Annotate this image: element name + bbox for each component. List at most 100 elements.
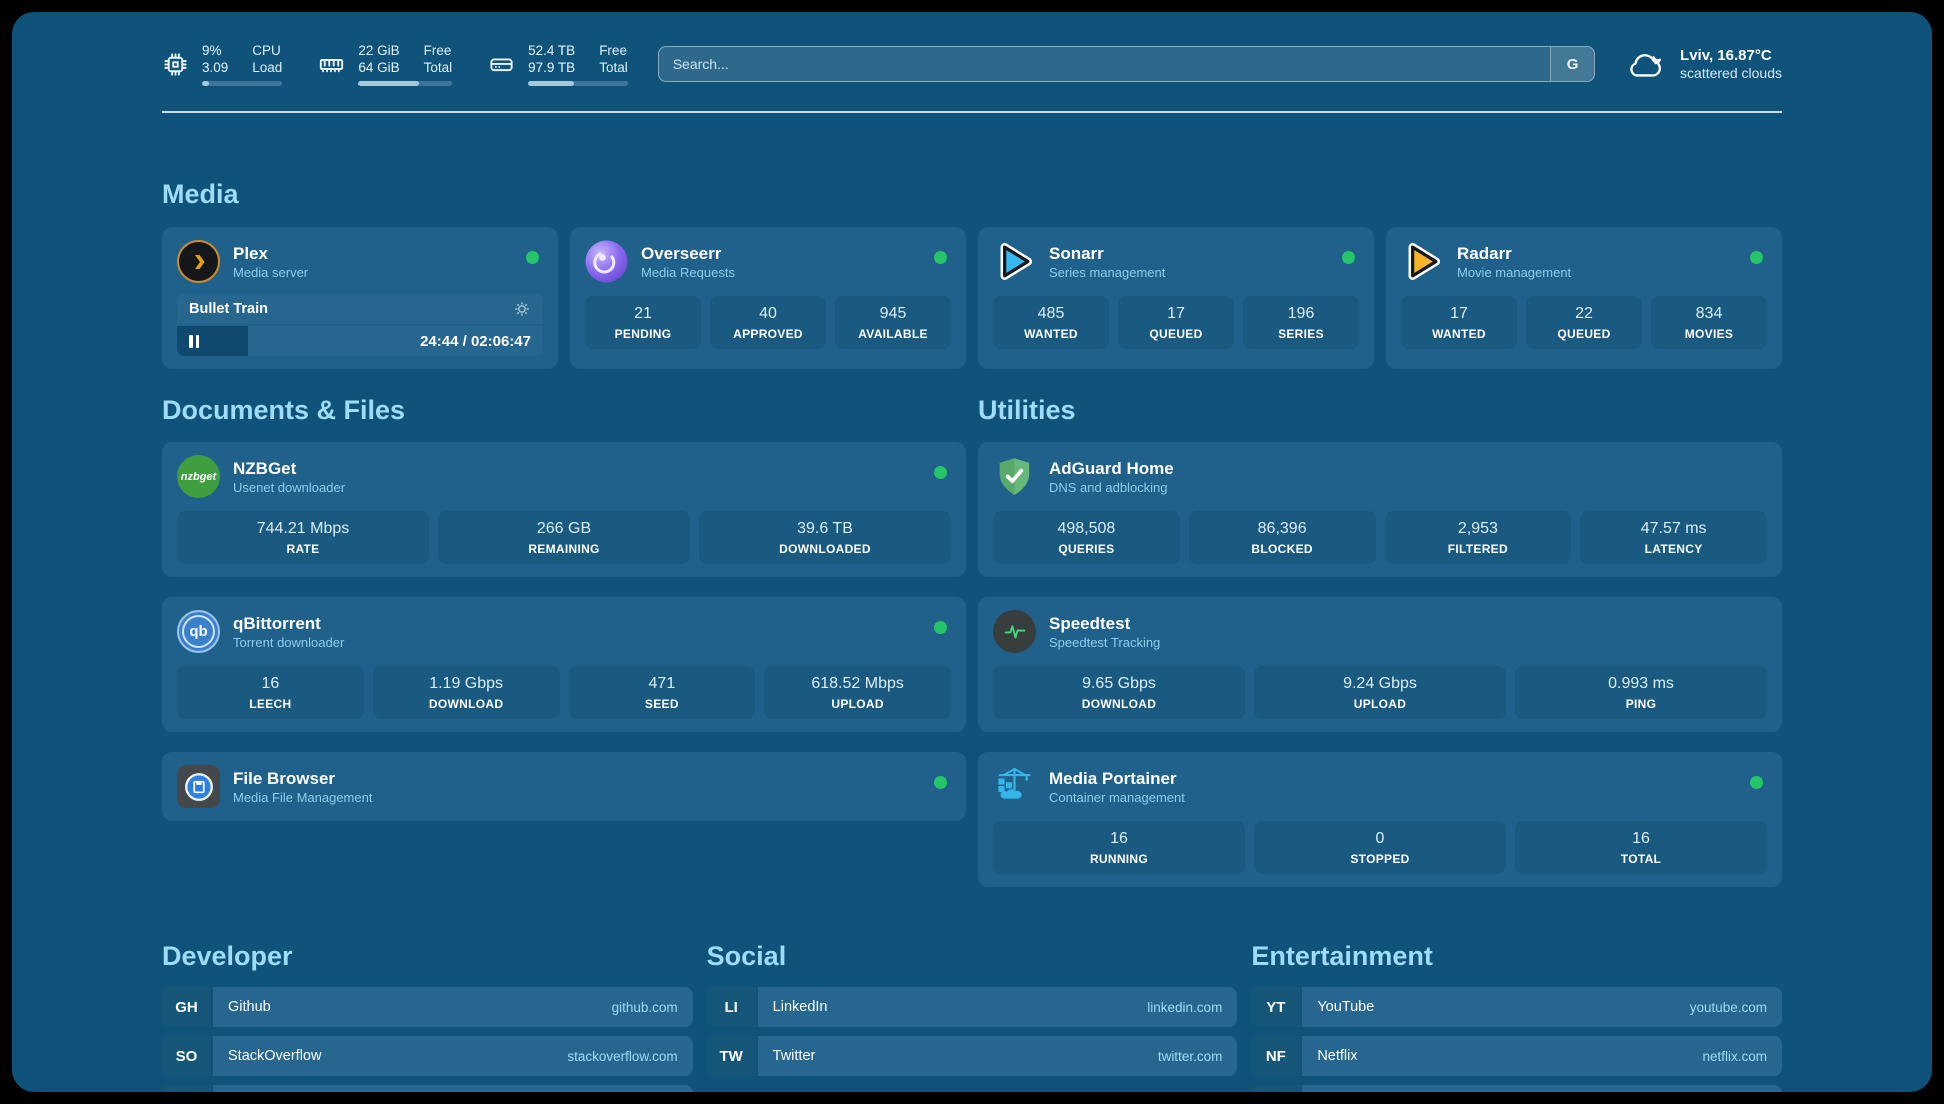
stat-label: STOPPED [1350,852,1410,866]
stat-label: QUEUED [1557,327,1611,341]
app-title: Media Portainer [1049,769,1177,788]
link-url: github.com [611,999,678,1015]
link-twitter[interactable]: TW Twitter twitter.com [706,1036,1238,1076]
stat-upload: 9.24 Gbps UPLOAD [1254,666,1506,719]
cpu-icon [164,52,187,76]
section-media: Media Plex Media server Bullet Train [162,179,1782,369]
app-subtitle: Movie management [1457,265,1572,280]
stat-label: TOTAL [1620,852,1662,866]
stat-value: 86,396 [1257,520,1307,537]
app-subtitle: Usenet downloader [233,480,346,495]
app-card-plex[interactable]: Plex Media server Bullet Train [162,227,558,369]
link-abbr: GH [162,987,211,1027]
link-abbr: LI [706,987,756,1027]
app-card-qbittorrent[interactable]: qb qBittorrent Torrent downloader 16 LEE… [162,597,966,732]
filebrowser-icon [177,765,220,808]
pause-button[interactable] [189,334,199,348]
memory-stat: 22 GiB 64 GiB Free Total [318,42,453,86]
stat-upload: 618.52 Mbps UPLOAD [764,666,951,719]
stat-value: 485 [1037,305,1065,322]
section-documents: Documents & Files nzbget NZBGet Usenet d… [162,395,966,821]
app-title: Radarr [1457,244,1512,263]
stat-value: 1.19 Gbps [429,675,504,692]
status-dot [934,251,947,264]
app-title: File Browser [233,769,336,788]
link-dev[interactable]: DT DEV dev.to [162,1085,693,1092]
gear-icon[interactable] [513,300,531,318]
app-subtitle: Speedtest Tracking [1049,635,1161,650]
link-github[interactable]: GH Github github.com [162,987,693,1027]
cpu-stat: 9% 3.09 CPU Load [162,42,283,86]
stat-queries: 498,508 QUERIES [993,511,1180,564]
app-subtitle: Media File Management [233,790,373,805]
stat-value: 22 [1575,305,1593,322]
memory-progress-bar [358,81,453,86]
stat-approved: 40 APPROVED [710,296,826,349]
app-card-speedtest[interactable]: Speedtest Speedtest Tracking 9.65 Gbps D… [978,597,1782,732]
stat-label: SEED [644,697,679,711]
stat-label: WANTED [1024,327,1078,341]
stat-value: 17 [1450,305,1468,322]
link-youtube[interactable]: YT YouTube youtube.com [1251,987,1782,1027]
stat-value: 834 [1695,305,1723,322]
link-name: Twitter [772,1048,816,1064]
link-stackoverflow[interactable]: SO StackOverflow stackoverflow.com [162,1036,693,1076]
section-title-entertainment: Entertainment [1251,941,1433,971]
app-card-filebrowser[interactable]: File Browser Media File Management [162,752,966,821]
section-utilities: Utilities AdGuard Home DNS and adblockin… [978,395,1782,887]
stat-movies: 834 MOVIES [1651,296,1767,349]
stat-value: 16 [1632,830,1650,847]
stat-label: MOVIES [1684,327,1734,341]
app-subtitle: DNS and adblocking [1049,480,1168,495]
stat-blocked: 86,396 BLOCKED [1188,511,1376,564]
stat-value: 9.24 Gbps [1343,675,1417,692]
stat-remaining: 266 GB REMAINING [438,511,690,564]
stat-value: 945 [879,305,907,322]
link-linkedin[interactable]: LI LinkedIn linkedin.com [706,987,1238,1027]
stat-series: 196 SERIES [1243,296,1359,349]
link-name: StackOverflow [228,1048,322,1064]
app-subtitle: Media server [233,265,309,280]
section-title-documents: Documents & Files [162,395,406,425]
storage-free-label: Free [599,43,627,58]
stat-label: QUEUED [1149,327,1203,341]
stat-label: DOWNLOAD [1081,697,1157,711]
stat-downloaded: 39.6 TB DOWNLOADED [699,511,951,564]
stat-download: 1.19 Gbps DOWNLOAD [372,666,560,719]
app-card-adguard[interactable]: AdGuard Home DNS and adblocking 498,508 … [978,442,1782,577]
link-reddit[interactable]: RE Reddit reddit.com [1251,1085,1782,1092]
app-card-overseerr[interactable]: Overseerr Media Requests 21 PENDING 40 A… [570,227,966,369]
link-netflix[interactable]: NF Netflix netflix.com [1251,1036,1782,1076]
section-title-media: Media [162,179,239,209]
stat-seed: 471 SEED [568,666,756,719]
status-dot [526,251,539,264]
stat-label: APPROVED [733,327,803,341]
search-bar: G [657,46,1596,82]
stat-label: PING [1625,697,1657,711]
search-engine-button[interactable]: G [1550,47,1595,81]
memory-total-value: 64 GiB [358,60,400,75]
memory-free-value: 22 GiB [358,43,400,58]
stat-label: UPLOAD [1353,697,1407,711]
stat-label: WANTED [1432,327,1486,341]
stat-value: 744.21 Mbps [256,520,350,537]
app-card-sonarr[interactable]: Sonarr Series management 485 WANTED 17 Q… [978,227,1374,369]
top-bar: 9% 3.09 CPU Load [162,36,1782,92]
section-title-developer: Developer [162,941,293,971]
app-card-radarr[interactable]: Radarr Movie management 17 WANTED 22 QUE… [1386,227,1782,369]
now-playing-widget: Bullet Train 24:44 / 02:06:47 [177,294,543,356]
app-card-nzbget[interactable]: nzbget NZBGet Usenet downloader 744.21 M… [162,442,966,577]
stat-filtered: 2,953 FILTERED [1384,511,1572,564]
stat-value: 47.57 ms [1640,520,1707,537]
stat-label: RATE [286,542,320,556]
memory-progress-fill [358,81,420,86]
stat-label: SERIES [1278,327,1324,341]
overseerr-icon [585,240,628,283]
cloud-icon [1630,54,1662,77]
search-input[interactable] [658,47,1551,81]
status-dot [934,621,947,634]
stat-value: 2,953 [1457,520,1498,537]
playback-progress-fill [177,326,249,356]
stat-value: 21 [634,305,652,322]
app-card-portainer[interactable]: Media Portainer Container management 16 … [978,752,1782,887]
